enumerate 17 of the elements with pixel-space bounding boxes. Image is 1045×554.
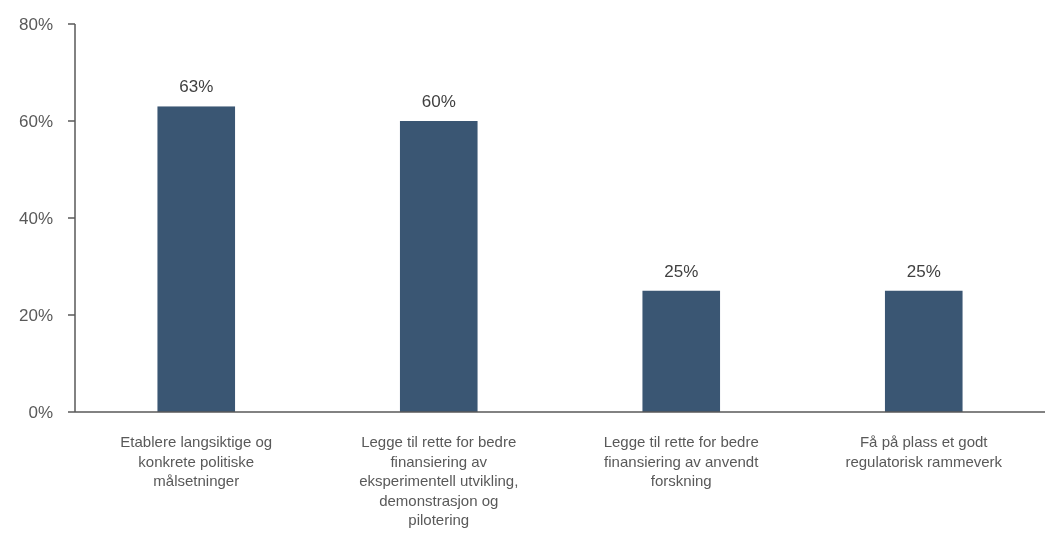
data-label: 60%	[421, 92, 456, 111]
bar	[884, 290, 963, 412]
data-label: 25%	[664, 261, 699, 281]
bar	[157, 106, 236, 412]
data-label: 25%	[906, 261, 941, 281]
y-tick-label: 0%	[28, 402, 53, 422]
y-tick-label: 80%	[18, 14, 53, 34]
bar	[642, 290, 721, 412]
x-tick-label: Legge til rette for bedre finansiering av anvendt forskning	[603, 433, 760, 489]
y-tick-label: 20%	[18, 305, 53, 325]
x-tick-label: Etablere langsiktige og konkrete politiske målsetninger	[120, 433, 273, 489]
data-label: 63%	[179, 77, 214, 97]
bar	[399, 121, 478, 412]
y-tick-label: 40%	[18, 208, 53, 228]
x-tick-label: Få på plass et godt regulatorisk rammeverk	[845, 433, 1003, 470]
y-tick-label: 60%	[18, 111, 53, 131]
x-tick-label: Legge til rette for bedre finansiering av eksperimentell utvikling, demonstrasjon og pilotering	[359, 433, 519, 528]
